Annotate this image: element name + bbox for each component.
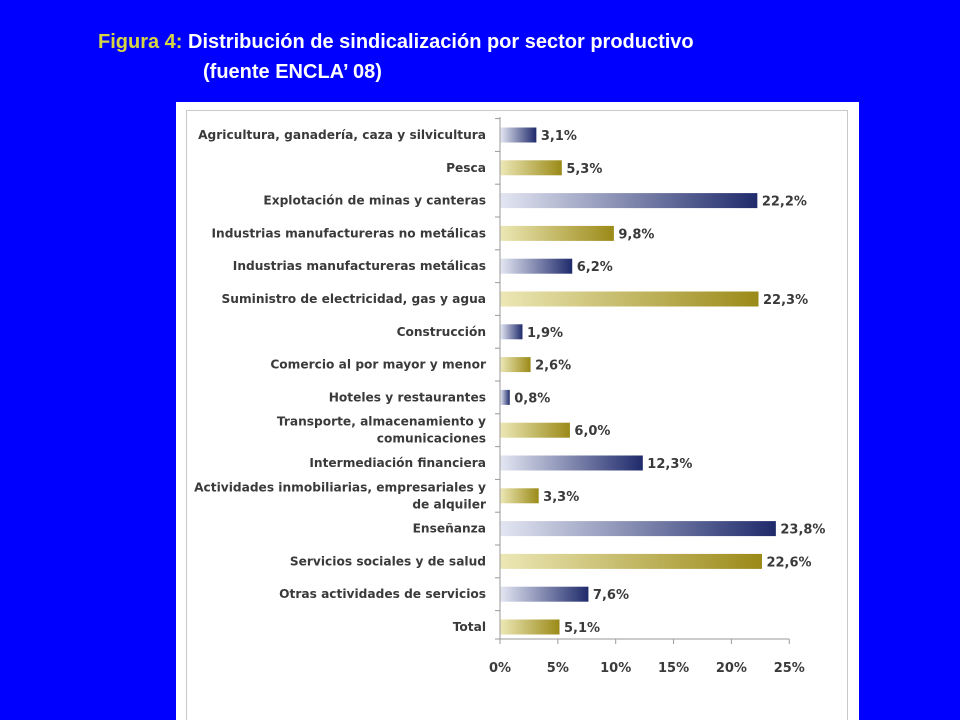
bar	[500, 357, 531, 373]
category-label: Actividades inmobiliarias, empresariales…	[194, 480, 486, 494]
bar-value-label: 23,8%	[780, 523, 825, 538]
figure-label: Figura 4:	[98, 31, 183, 53]
category-label: Explotación de minas y canteras	[263, 194, 486, 208]
bar	[500, 193, 758, 209]
category-label: Agricultura, ganadería, caza y silvicult…	[198, 128, 486, 142]
bar	[500, 488, 539, 504]
category-label: Construcción	[397, 325, 486, 339]
x-tick-label: 20%	[716, 661, 747, 676]
bar	[500, 553, 762, 569]
bar-value-label: 1,9%	[527, 326, 563, 341]
bar	[500, 586, 589, 602]
bar	[500, 258, 573, 274]
bar-value-label: 2,6%	[535, 359, 571, 374]
category-label: Pesca	[446, 161, 486, 175]
bar-value-label: 22,6%	[766, 555, 811, 570]
bar	[500, 422, 570, 438]
bar	[500, 619, 560, 635]
bar	[500, 521, 776, 537]
bar-value-label: 12,3%	[647, 457, 692, 472]
bar	[500, 160, 562, 176]
bar	[500, 291, 759, 307]
category-label: Total	[453, 620, 486, 634]
chart-panel: 3,1% Agricultura, ganadería, caza y silvi…	[176, 102, 859, 720]
bar-value-label: 5,3%	[566, 162, 602, 177]
bar-value-label: 0,8%	[514, 391, 550, 406]
category-label: de alquiler	[412, 497, 486, 511]
category-label: Industrias manufactureras no metálicas	[211, 226, 486, 240]
category-label: Servicios sociales y de salud	[290, 554, 486, 568]
x-tick-label: 5%	[547, 661, 569, 676]
bar-value-label: 22,3%	[763, 293, 808, 308]
bar	[500, 225, 614, 241]
bar	[500, 455, 643, 471]
x-tick-label: 10%	[600, 661, 631, 676]
bar	[500, 389, 510, 405]
bar	[500, 127, 537, 143]
category-label: comunicaciones	[377, 432, 486, 446]
figure-title: Figura 4: Distribución de sindicalizació…	[98, 27, 694, 87]
category-label: Otras actividades de servicios	[279, 587, 486, 601]
bar-value-label: 9,8%	[618, 227, 654, 242]
category-label: Comercio al por mayor y menor	[270, 358, 486, 372]
figure-title-line1: Distribución de sindicalización por sect…	[188, 31, 694, 53]
bar	[500, 324, 523, 340]
x-tick-label: 0%	[489, 661, 511, 676]
category-label: Suministro de electricidad, gas y agua	[221, 292, 486, 306]
category-label: Industrias manufactureras metálicas	[233, 259, 486, 273]
chart-frame	[186, 110, 848, 720]
x-tick-label: 15%	[658, 661, 689, 676]
bar-value-label: 7,6%	[593, 588, 629, 603]
bar-chart: 3,1% Agricultura, ganadería, caza y silvi…	[194, 117, 825, 676]
category-label: Enseñanza	[413, 522, 486, 536]
bar-value-label: 6,2%	[577, 260, 613, 275]
x-tick-label: 25%	[774, 661, 805, 676]
bar-value-label: 3,3%	[543, 490, 579, 505]
bar-value-label: 3,1%	[541, 129, 577, 144]
bar-value-label: 22,2%	[762, 195, 807, 210]
category-label: Transporte, almacenamiento y	[277, 415, 486, 429]
bar-value-label: 5,1%	[564, 621, 600, 636]
category-label: Intermediación financiera	[309, 456, 486, 470]
figure-title-line2: (fuente ENCLA’ 08)	[203, 61, 382, 83]
bar-value-label: 6,0%	[574, 424, 610, 439]
category-label: Hoteles y restaurantes	[329, 390, 486, 404]
